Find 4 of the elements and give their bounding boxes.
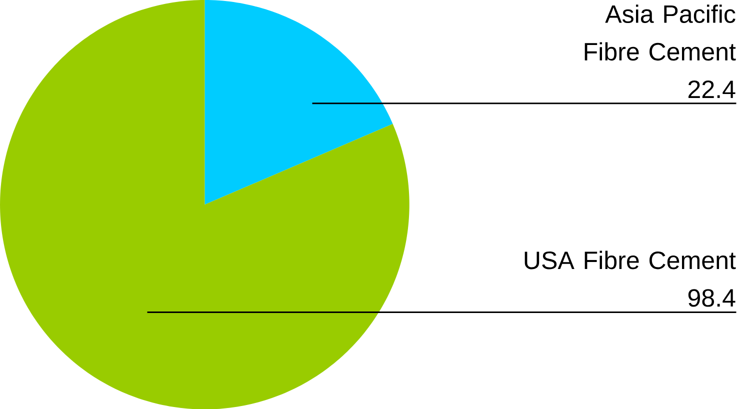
data-label: 98.4 [688,288,736,307]
data-label: 22.4 [688,80,736,98]
slice-label: USA Fibre Cement [524,250,736,270]
slice-label: Asia Pacific Fibre Cement [584,4,736,60]
